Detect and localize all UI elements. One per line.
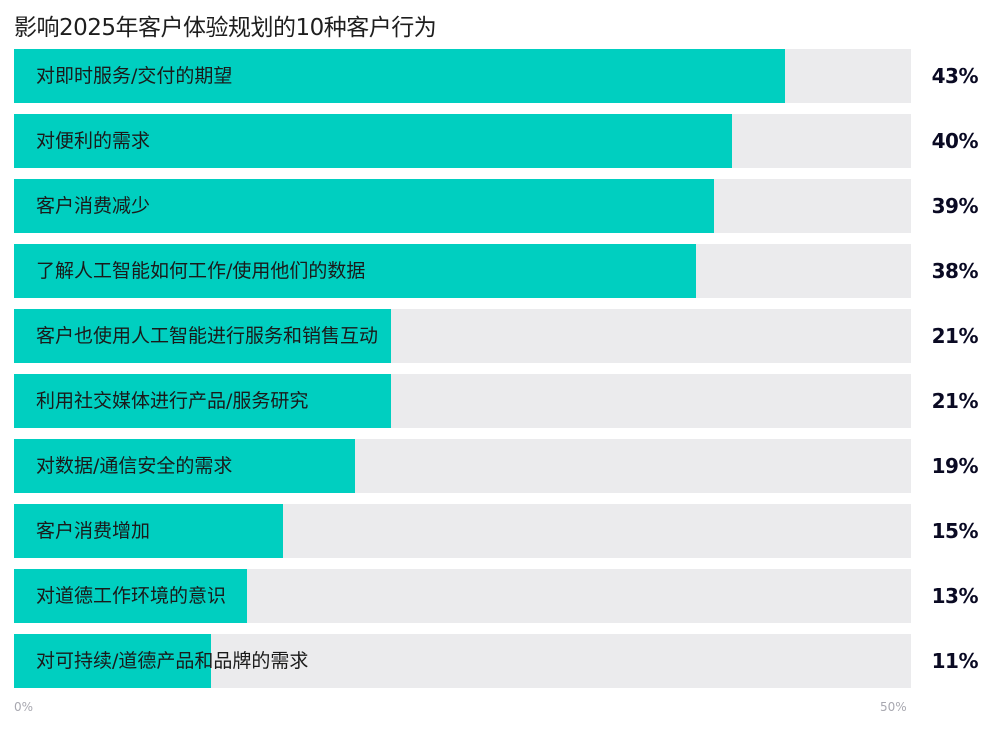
bar-track: 客户消费增加 [14, 504, 911, 558]
bar-track: 了解人工智能如何工作/使用他们的数据 [14, 244, 911, 298]
bar-track: 对即时服务/交付的期望 [14, 49, 911, 103]
bar-label: 了解人工智能如何工作/使用他们的数据 [36, 260, 366, 282]
bar-row: 对可持续/道德产品和品牌的需求 11% [14, 634, 1000, 688]
bar-label: 客户消费增加 [36, 520, 151, 542]
bar [14, 49, 785, 103]
bar [14, 634, 211, 688]
x-axis-tick-max: 50% [880, 700, 907, 714]
bar-track: 对可持续/道德产品和品牌的需求 [14, 634, 911, 688]
bar-value-label: 21% [931, 389, 979, 413]
bar-row: 对数据/通信安全的需求 19% [14, 439, 1000, 493]
bar [14, 309, 391, 363]
bar-label: 对便利的需求 [36, 130, 151, 152]
bar-track: 客户消费减少 [14, 179, 911, 233]
bar-track: 利用社交媒体进行产品/服务研究 [14, 374, 911, 428]
bar-value-label: 40% [931, 129, 979, 153]
bar-row: 对即时服务/交付的期望 43% [14, 49, 1000, 103]
bar-label: 对即时服务/交付的期望 [36, 65, 233, 87]
bar [14, 504, 283, 558]
bar-value-label: 43% [931, 64, 979, 88]
bar-value-label: 39% [931, 194, 979, 218]
bar-row: 客户消费减少 39% [14, 179, 1000, 233]
bar-row: 对便利的需求 40% [14, 114, 1000, 168]
bar-label: 对道德工作环境的意识 [36, 585, 227, 607]
bar-label: 客户也使用人工智能进行服务和销售互动 [36, 325, 379, 347]
bar [14, 244, 696, 298]
bar-row: 客户消费增加 15% [14, 504, 1000, 558]
bar [14, 114, 732, 168]
bar-track: 客户也使用人工智能进行服务和销售互动 [14, 309, 911, 363]
bar-label: 客户消费减少 [36, 195, 151, 217]
bar-label: 对可持续/道德产品和品牌的需求 [36, 650, 309, 672]
bar-value-label: 13% [931, 584, 979, 608]
bar [14, 374, 391, 428]
bar-track: 对道德工作环境的意识 [14, 569, 911, 623]
bar-value-label: 15% [931, 519, 979, 543]
bar-label: 利用社交媒体进行产品/服务研究 [36, 390, 309, 412]
bar-row: 对道德工作环境的意识 13% [14, 569, 1000, 623]
bar-track: 对便利的需求 [14, 114, 911, 168]
bar [14, 179, 714, 233]
bar [14, 439, 355, 493]
bar-row: 了解人工智能如何工作/使用他们的数据 38% [14, 244, 1000, 298]
bar-value-label: 19% [931, 454, 979, 478]
bar-track: 对数据/通信安全的需求 [14, 439, 911, 493]
bar-value-label: 38% [931, 259, 979, 283]
bar [14, 569, 247, 623]
bar-value-label: 11% [931, 649, 979, 673]
bar-row: 客户也使用人工智能进行服务和销售互动 21% [14, 309, 1000, 363]
bar-value-label: 21% [931, 324, 979, 348]
bar-row: 利用社交媒体进行产品/服务研究 21% [14, 374, 1000, 428]
bar-label: 对数据/通信安全的需求 [36, 455, 233, 477]
x-axis-tick-min: 0% [14, 700, 34, 714]
chart-title: 影响2025年客户体验规划的10种客户行为 [14, 15, 437, 41]
